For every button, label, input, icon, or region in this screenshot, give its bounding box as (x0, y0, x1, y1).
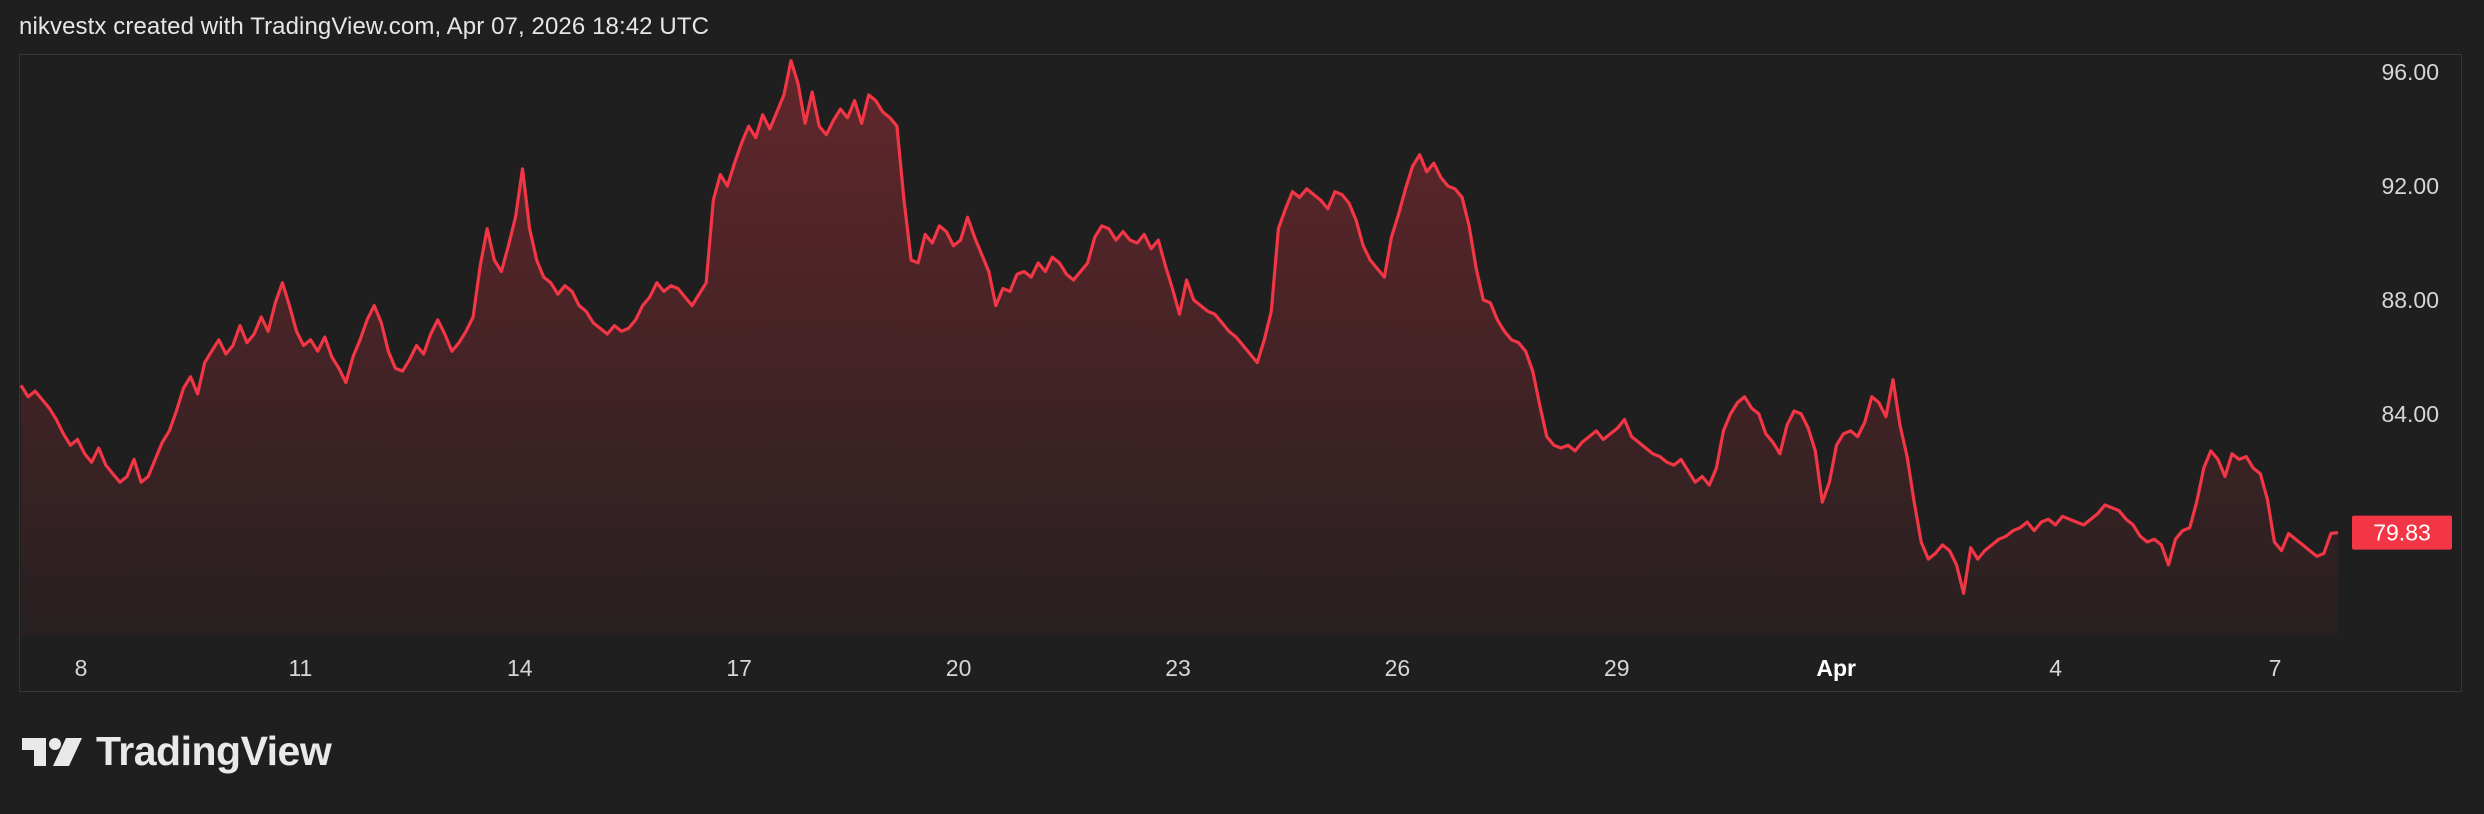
x-tick-label: 8 (75, 655, 88, 681)
x-tick-label: 20 (946, 655, 972, 681)
price-chart[interactable]: 96.00 92.00 88.00 84.00 8 11 14 17 20 23 26 29 Apr 4… (0, 0, 2484, 700)
x-tick-label: 11 (288, 655, 312, 681)
x-tick-label: 23 (1165, 655, 1191, 681)
tradingview-logo-icon (22, 737, 82, 766)
x-tick-label: 14 (507, 655, 533, 681)
y-axis: 96.00 92.00 88.00 84.00 (2381, 59, 2439, 427)
x-tick-label: 17 (726, 655, 752, 681)
y-tick-label: 88.00 (2381, 287, 2439, 313)
y-tick-label: 84.00 (2381, 401, 2439, 427)
last-price-label: 79.83 (2373, 520, 2431, 546)
x-tick-label: 29 (1604, 655, 1630, 681)
x-tick-label: 26 (1385, 655, 1411, 681)
tradingview-brand[interactable]: TradingView (22, 728, 332, 775)
x-axis: 8 11 14 17 20 23 26 29 Apr 4 7 (75, 655, 2282, 681)
price-line (19, 59, 2339, 595)
y-tick-label: 96.00 (2381, 59, 2439, 85)
last-price-marker: 79.83 (2352, 515, 2452, 550)
chart-attribution-header: nikvestx created with TradingView.com, A… (19, 13, 710, 40)
x-tick-label: 4 (2049, 655, 2062, 681)
x-tick-label: 7 (2269, 655, 2282, 681)
last-price-badge (2352, 515, 2452, 550)
tradingview-wordmark: TradingView (96, 728, 332, 774)
x-tick-label: Apr (1816, 655, 1856, 681)
y-tick-label: 92.00 (2381, 173, 2439, 199)
chart-frame (19, 54, 2462, 692)
price-area-fill (21, 60, 2338, 636)
